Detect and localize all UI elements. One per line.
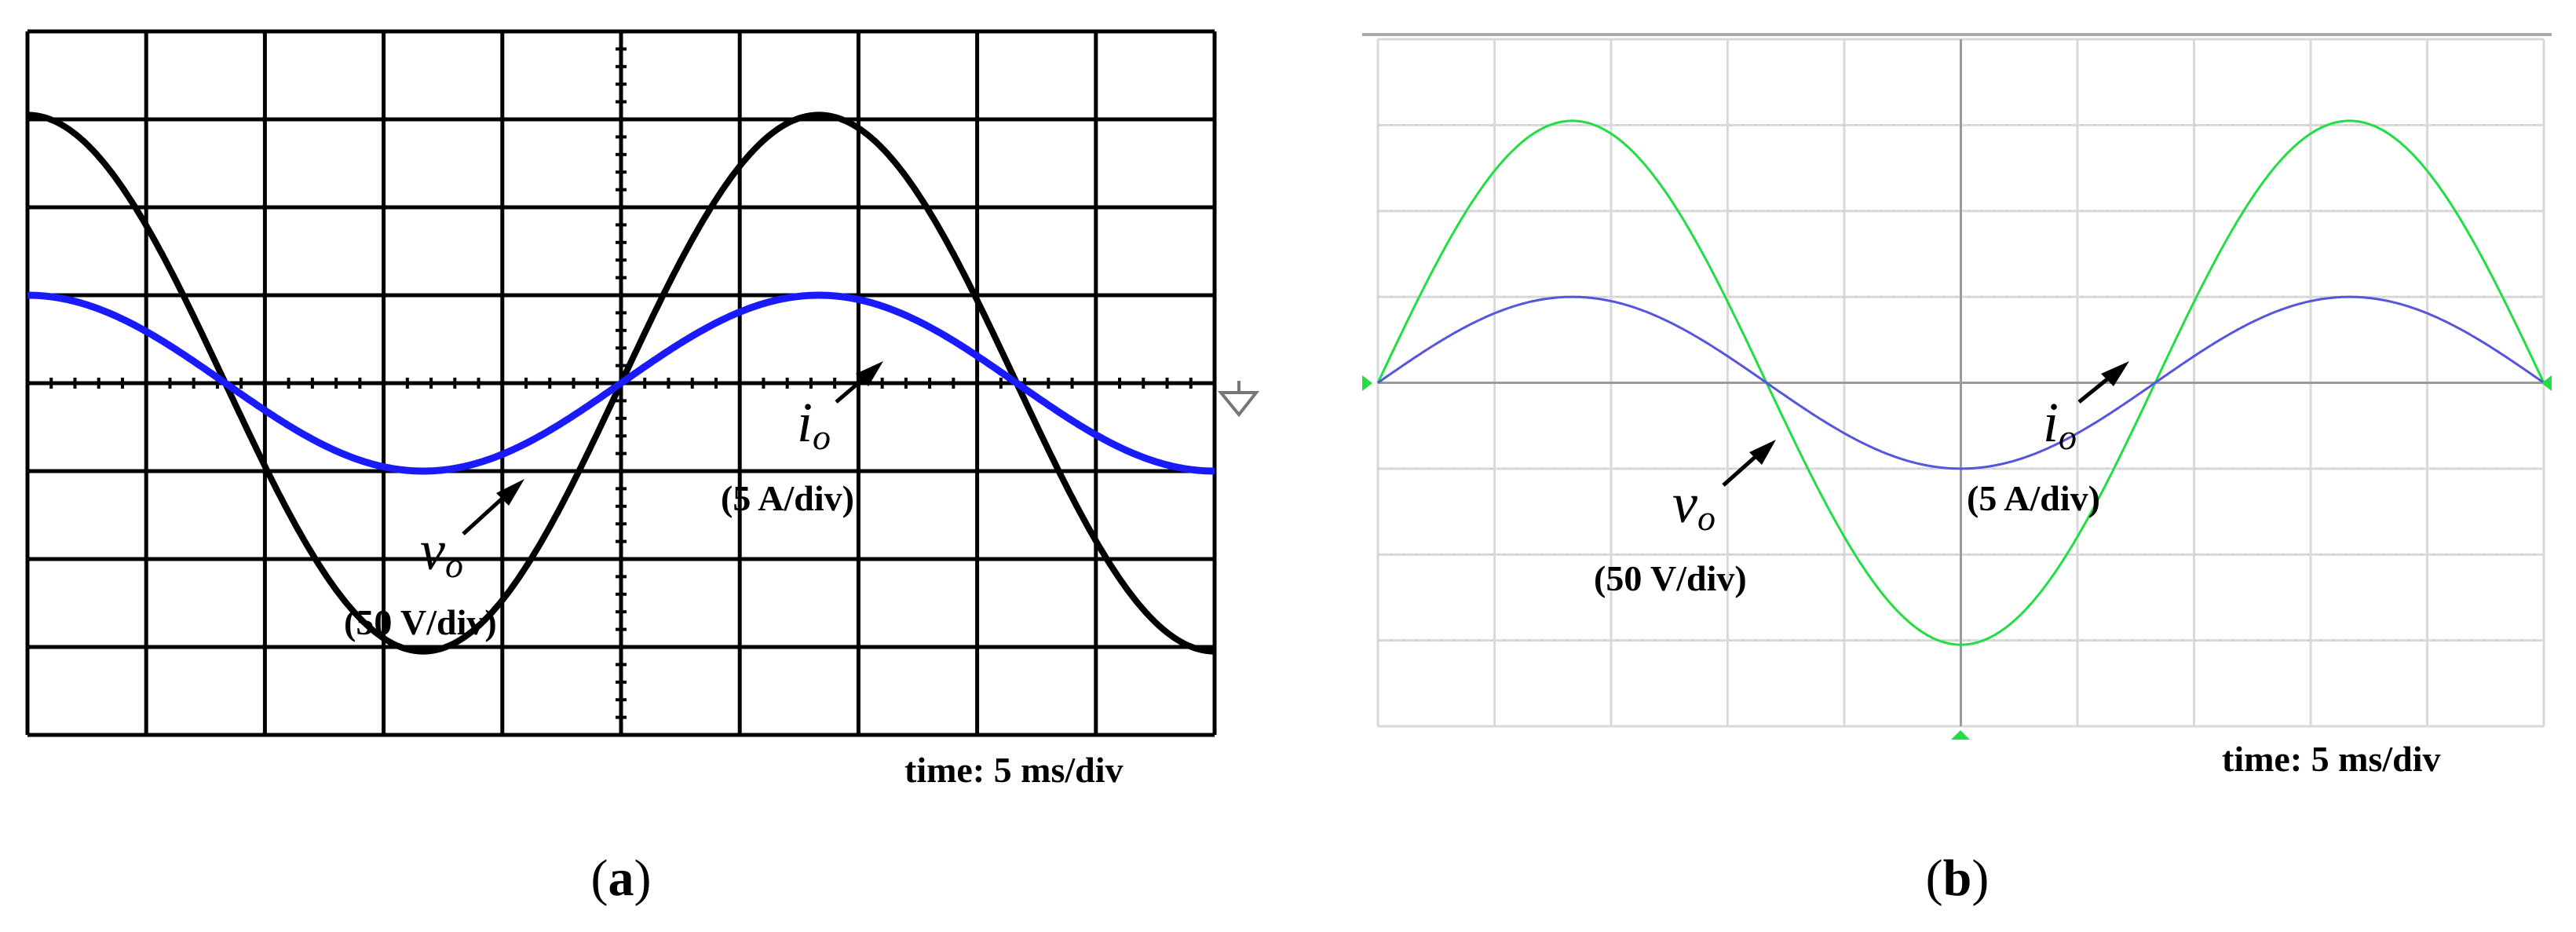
io-scale-a: (5 A/div) bbox=[721, 478, 854, 518]
panel-a: vo (50 V/div) io (5 A/div) time: 5 ms/di… bbox=[25, 29, 1260, 907]
trigger-level-marker-b bbox=[2541, 375, 2552, 391]
ch1-level-marker-b bbox=[1362, 375, 1372, 391]
trigger-position-marker-b bbox=[1951, 730, 1970, 740]
vo-scale-a: (50 V/div) bbox=[344, 602, 497, 642]
io-arrowhead-a bbox=[856, 361, 883, 386]
vo-symbol-b: vo bbox=[1672, 472, 1716, 538]
vo-scale-b: (50 V/div) bbox=[1594, 558, 1747, 598]
io-arrow-line-b bbox=[2077, 374, 2114, 404]
vo-arrow-line-a bbox=[462, 493, 508, 535]
io-trace-b bbox=[1377, 295, 2545, 470]
ground-marker-a bbox=[1217, 391, 1260, 418]
vo-arrow-line-b bbox=[1722, 452, 1760, 487]
io-trace-a bbox=[26, 291, 1216, 475]
io-symbol-a: io bbox=[797, 391, 831, 457]
io-scale-b: (5 A/div) bbox=[1967, 478, 2100, 518]
vo-arrowhead-b bbox=[1749, 440, 1776, 465]
io-symbol-b: io bbox=[2043, 391, 2077, 457]
caption-b: (b) bbox=[1926, 850, 1990, 907]
grid-b bbox=[1376, 38, 2545, 728]
caption-a: (a) bbox=[591, 850, 652, 907]
vo-arrowhead-a bbox=[496, 479, 524, 506]
time-label-a: time: 5 ms/div bbox=[904, 750, 1124, 790]
io-arrowhead-b bbox=[2101, 361, 2129, 386]
panel-b: vo (50 V/div) io (5 A/div) time: 5 ms/di… bbox=[1362, 33, 2552, 907]
vo-symbol-a: vo bbox=[420, 519, 463, 585]
vo-trace-b bbox=[1376, 119, 2545, 646]
time-label-b: time: 5 ms/div bbox=[2222, 739, 2441, 779]
